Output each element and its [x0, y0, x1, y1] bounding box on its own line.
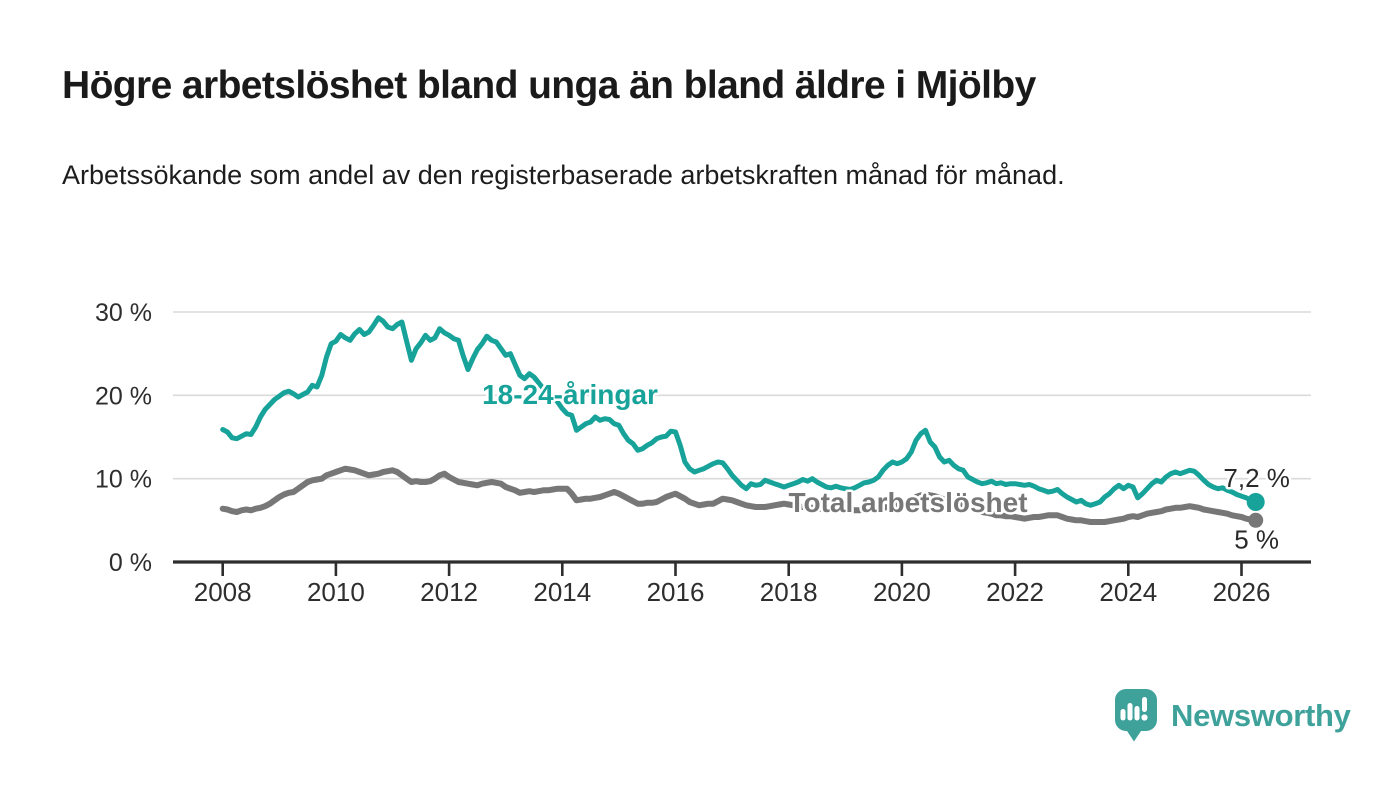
y-axis-tick-label: 0 % [109, 549, 152, 577]
x-axis-tick-label: 2022 [986, 577, 1044, 607]
y-axis-tick-label: 10 % [95, 466, 152, 494]
brand-name: Newsworthy [1171, 698, 1351, 733]
x-axis-tick-label: 2020 [873, 577, 931, 607]
x-axis-tick-label: 2026 [1213, 577, 1271, 607]
series-label-total: Total arbetslöshet [788, 487, 1027, 518]
x-axis-tick-label: 2018 [760, 577, 818, 607]
x-axis-tick-label: 2016 [647, 577, 705, 607]
series-label-young: 18-24-åringar [482, 379, 658, 410]
newsworthy-logo: Newsworthy [1114, 688, 1351, 744]
x-axis-tick-label: 2024 [1099, 577, 1157, 607]
bar-chart-speech-bubble-icon [1115, 689, 1157, 742]
chart-subtitle: Arbetssökande som andel av den registerb… [62, 160, 1065, 190]
x-axis-tick-label: 2010 [307, 577, 365, 607]
series-end-dot-total [1248, 512, 1264, 528]
x-axis-tick-label: 2012 [420, 577, 478, 607]
series-line-total [219, 465, 1259, 525]
series-line-young [220, 315, 1259, 508]
y-axis-tick-label: 30 % [95, 299, 152, 327]
y-axis-tick-label: 20 % [95, 382, 152, 410]
x-axis-tick-label: 2008 [194, 577, 252, 607]
x-axis-tick-label: 2014 [533, 577, 591, 607]
series-end-dot-young [1246, 493, 1265, 511]
page-title: Högre arbetslöshet bland unga än bland ä… [62, 64, 1036, 107]
series-end-label-total: 5 % [1234, 524, 1279, 554]
series-end-label-young: 7,2 % [1223, 463, 1290, 493]
